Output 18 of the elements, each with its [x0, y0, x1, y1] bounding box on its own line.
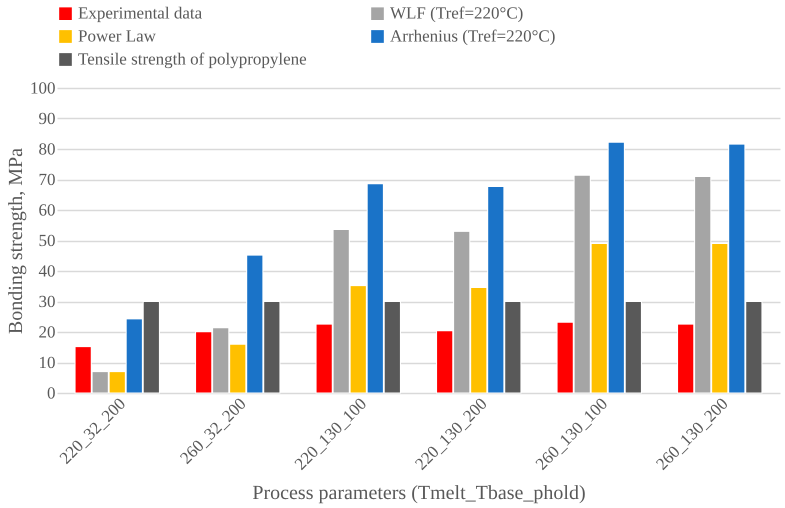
y-tick-label: 50	[38, 231, 56, 250]
y-tick-label: 90	[38, 109, 56, 128]
legend-label: Experimental data	[78, 4, 203, 23]
y-tick-label: 40	[38, 262, 56, 280]
y-tick-label: 100	[30, 78, 56, 98]
y-tick-label: 0	[47, 384, 56, 402]
y-tick-label: 30	[38, 292, 56, 311]
y-tick-label: 70	[38, 170, 56, 189]
legend-label: Power Law	[78, 26, 157, 46]
y-tick-label: 80	[38, 140, 56, 158]
y-axis-title: Bonding strength, MPa	[5, 148, 27, 334]
legend-label: Tensile strength of polypropylene	[78, 50, 307, 68]
y-tick-label: 20	[38, 322, 56, 342]
x-axis-title: Process parameters (Tmelt_Tbase_phold)	[252, 482, 586, 504]
legend-label: Arrhenius (Tref=220°C)	[390, 26, 556, 46]
y-tick-label: 60	[38, 200, 56, 220]
legend-label: WLF (Tref=220°C)	[390, 4, 524, 23]
y-tick-label: 10	[38, 353, 56, 372]
